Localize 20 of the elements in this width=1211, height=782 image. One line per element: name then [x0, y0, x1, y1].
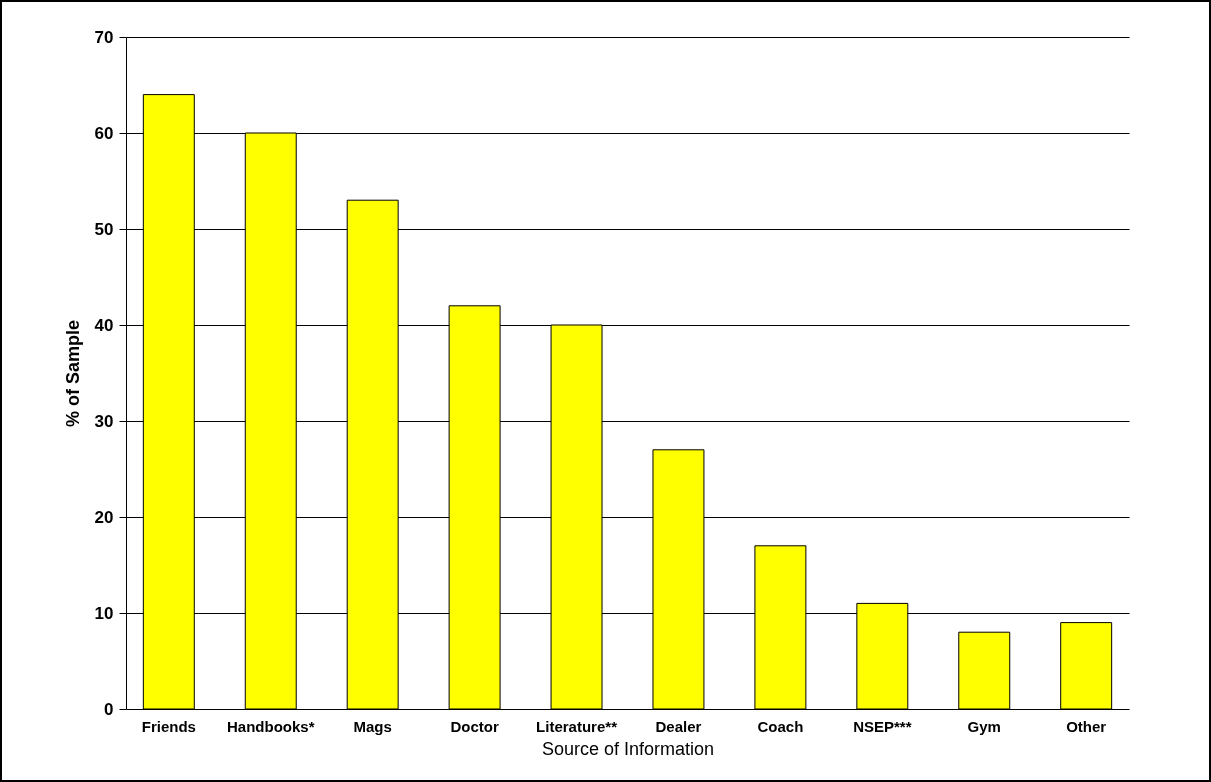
x-tick-label: Mags — [353, 717, 392, 735]
y-tick-label: 10 — [94, 603, 114, 623]
y-tick-label: 30 — [94, 411, 114, 431]
x-tick-label: Friends — [141, 717, 196, 735]
x-tick-label: Doctor — [450, 717, 499, 735]
y-tick-label: 40 — [94, 315, 114, 335]
x-tick-label: Other — [1066, 717, 1107, 735]
x-tick-label: Literature** — [536, 717, 618, 735]
x-tick-label: Coach — [757, 717, 804, 735]
y-tick-label: 0 — [104, 699, 114, 719]
y-axis-title: % of Sample — [62, 319, 83, 428]
y-tick-label: 20 — [94, 507, 114, 527]
y-tick-label: 50 — [94, 219, 114, 239]
x-tick-label: Gym — [967, 717, 1001, 735]
x-tick-label: NSEP*** — [853, 717, 912, 735]
y-tick-label: 70 — [94, 27, 114, 47]
x-tick-label: Dealer — [655, 717, 702, 735]
x-tick-label: Handbooks* — [226, 717, 315, 735]
y-tick-label: 60 — [94, 123, 114, 143]
x-axis-title: Source of Information — [541, 738, 715, 759]
